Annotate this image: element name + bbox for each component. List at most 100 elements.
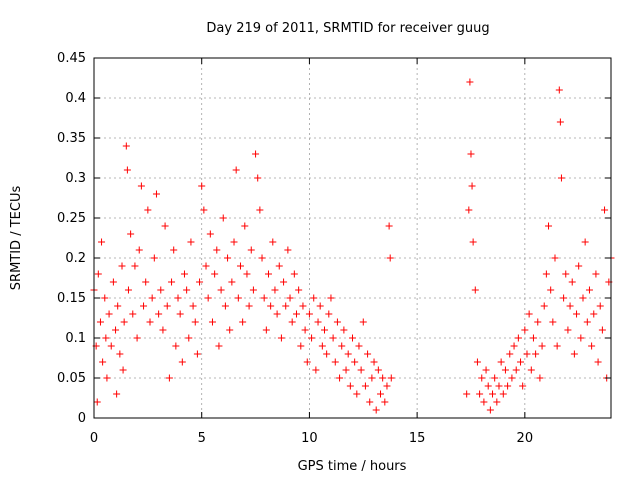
data-point — [555, 86, 563, 94]
data-point — [514, 334, 522, 342]
data-point — [133, 334, 141, 342]
data-point — [96, 318, 104, 326]
data-point — [553, 342, 561, 350]
data-point — [497, 358, 505, 366]
data-point — [152, 190, 160, 198]
x-tick-label: 15 — [409, 431, 426, 446]
data-point — [527, 366, 535, 374]
data-point — [370, 358, 378, 366]
data-point — [142, 278, 150, 286]
data-point — [374, 366, 382, 374]
data-point — [135, 246, 143, 254]
data-point — [236, 262, 244, 270]
data-point — [598, 326, 606, 334]
data-point — [297, 342, 305, 350]
data-point — [480, 398, 488, 406]
data-point — [180, 270, 188, 278]
data-point — [353, 390, 361, 398]
y-tick-label: 0.3 — [65, 171, 86, 186]
y-axis-label: SRMTID / TECUs — [9, 186, 24, 291]
data-point — [262, 326, 270, 334]
data-point — [364, 350, 372, 358]
data-point — [346, 382, 354, 390]
data-point — [174, 294, 182, 302]
data-point — [213, 246, 221, 254]
data-point — [564, 326, 572, 334]
data-point — [521, 326, 529, 334]
data-point — [198, 182, 206, 190]
data-point — [473, 358, 481, 366]
data-point — [340, 326, 348, 334]
data-point — [178, 358, 186, 366]
data-point — [372, 406, 380, 414]
data-point — [273, 310, 281, 318]
data-point — [113, 390, 121, 398]
data-point — [466, 78, 474, 86]
data-point — [254, 174, 262, 182]
data-point — [159, 326, 167, 334]
data-point — [463, 390, 471, 398]
data-point — [230, 238, 238, 246]
data-point — [585, 286, 593, 294]
data-point — [245, 302, 253, 310]
data-point — [277, 334, 285, 342]
data-point — [191, 318, 199, 326]
data-point — [320, 326, 328, 334]
data-point — [109, 278, 117, 286]
data-point — [102, 334, 110, 342]
data-point — [155, 310, 163, 318]
data-point — [323, 350, 331, 358]
data-point — [241, 222, 249, 230]
data-point — [163, 302, 171, 310]
chart-title: Day 219 of 2011, SRMTID for receiver guu… — [206, 21, 489, 36]
data-point — [234, 294, 242, 302]
data-point — [252, 150, 260, 158]
plot-frame — [93, 57, 612, 419]
y-tick-label: 0.35 — [57, 131, 86, 146]
data-point — [329, 334, 337, 342]
data-point — [577, 334, 585, 342]
data-point — [176, 310, 184, 318]
y-tick-label: 0.25 — [57, 211, 86, 226]
data-point — [525, 310, 533, 318]
data-point — [381, 398, 389, 406]
data-point — [594, 358, 602, 366]
data-point — [239, 318, 247, 326]
data-point — [208, 318, 216, 326]
ticks-layer: 0 0.05 0.1 0.15 0.2 0.25 0.3 0.35 0.4 0.45 0 5 10 15 2… — [57, 51, 611, 446]
data-point — [338, 342, 346, 350]
data-point — [211, 270, 219, 278]
data-point — [140, 302, 148, 310]
data-point — [534, 318, 542, 326]
x-axis-label: GPS time / hours — [298, 459, 407, 474]
data-point — [228, 278, 236, 286]
data-point — [271, 286, 279, 294]
data-point — [301, 326, 309, 334]
data-point — [168, 278, 176, 286]
data-point — [170, 246, 178, 254]
data-point — [499, 390, 507, 398]
data-point — [93, 398, 101, 406]
data-point — [379, 374, 387, 382]
data-points-layer — [90, 78, 615, 414]
data-point — [468, 182, 476, 190]
data-point — [596, 302, 604, 310]
data-point — [290, 270, 298, 278]
x-tick-label: 5 — [198, 431, 206, 446]
data-point — [187, 238, 195, 246]
y-tick-label: 0.4 — [65, 91, 86, 106]
data-point — [280, 278, 288, 286]
data-point — [549, 318, 557, 326]
data-point — [275, 262, 283, 270]
data-point — [101, 294, 109, 302]
data-point — [325, 310, 333, 318]
data-point — [592, 270, 600, 278]
data-point — [366, 398, 374, 406]
data-point — [105, 310, 113, 318]
data-point — [305, 310, 313, 318]
data-point — [112, 326, 120, 334]
data-point — [482, 366, 490, 374]
data-point — [247, 246, 255, 254]
data-point — [542, 270, 550, 278]
data-point — [217, 286, 225, 294]
